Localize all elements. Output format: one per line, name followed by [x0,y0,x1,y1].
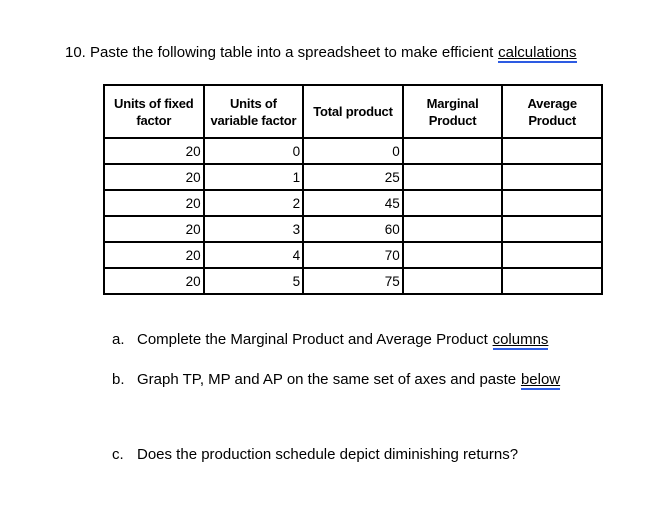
column-header-total-product: Total product [302,84,404,139]
table-cell: 20 [103,189,205,217]
table-row: 20 4 70 [103,241,603,269]
table-cell [401,137,504,165]
table-cell: 45 [302,189,404,217]
table-cell: 20 [103,163,205,191]
table-row: 20 3 60 [103,215,603,243]
table-cell [501,163,603,191]
table-cell: 4 [202,241,305,269]
table-cell [501,215,603,243]
column-header-marginal-product: Marginal Product [401,84,504,139]
table-cell [501,137,603,165]
list-item-a: a. Complete the Marginal Product and Ave… [112,331,549,350]
list-marker-b: b. [112,371,125,388]
table-cell [401,241,504,269]
table-cell [401,267,504,295]
table-cell [501,241,603,269]
list-item-c: c. Does the production schedule depict d… [112,446,518,464]
below-link[interactable]: below [520,371,561,390]
list-item-a-text: Complete the Marginal Product and Averag… [137,331,488,348]
columns-link[interactable]: columns [492,331,549,350]
list-item-text: Does the production schedule depict dimi… [137,446,518,464]
table-cell: 75 [302,267,404,295]
table-cell [501,267,603,295]
question-title: 10. Paste the following table into a spr… [65,44,577,63]
header-row: Units of fixed factor Units of variable … [103,84,603,139]
table-row: 20 2 45 [103,189,603,217]
table-cell: 5 [202,267,305,295]
table-row: 20 0 0 [103,137,603,165]
question-title-text: 10. Paste the following table into a spr… [65,44,494,61]
table-cell: 70 [302,241,404,269]
table-row: 20 5 75 [103,267,603,295]
list-item-b-text: Graph TP, MP and AP on the same set of a… [137,371,517,388]
calculations-link[interactable]: calculations [498,44,577,63]
list-item-c-text: Does the production schedule depict dimi… [137,446,519,463]
table-cell [401,215,504,243]
table-cell: 20 [103,137,205,165]
column-header-average-product: Average Product [501,84,603,139]
list-marker-c: c. [112,446,124,463]
table-cell: 25 [302,163,404,191]
table-cell: 20 [103,215,205,243]
table-cell: 20 [103,267,205,295]
column-header-units-variable-factor: Units of variable factor [202,84,305,139]
table-cell: 1 [202,163,305,191]
table-cell: 0 [202,137,305,165]
table-cell [501,189,603,217]
list-marker-a: a. [112,331,125,348]
table-cell: 2 [202,189,305,217]
table-cell: 20 [103,241,205,269]
production-table: Units of fixed factor Units of variable … [103,84,603,295]
list-item-text: Graph TP, MP and AP on the same set of a… [137,371,561,390]
table-cell [401,163,504,191]
list-item-b: b. Graph TP, MP and AP on the same set o… [112,371,561,390]
table-cell: 60 [302,215,404,243]
column-header-units-fixed-factor: Units of fixed factor [103,84,205,139]
table-cell: 0 [302,137,404,165]
table-cell: 3 [202,215,305,243]
table-cell [401,189,504,217]
table-row: 20 1 25 [103,163,603,191]
list-item-text: Complete the Marginal Product and Averag… [137,331,549,350]
